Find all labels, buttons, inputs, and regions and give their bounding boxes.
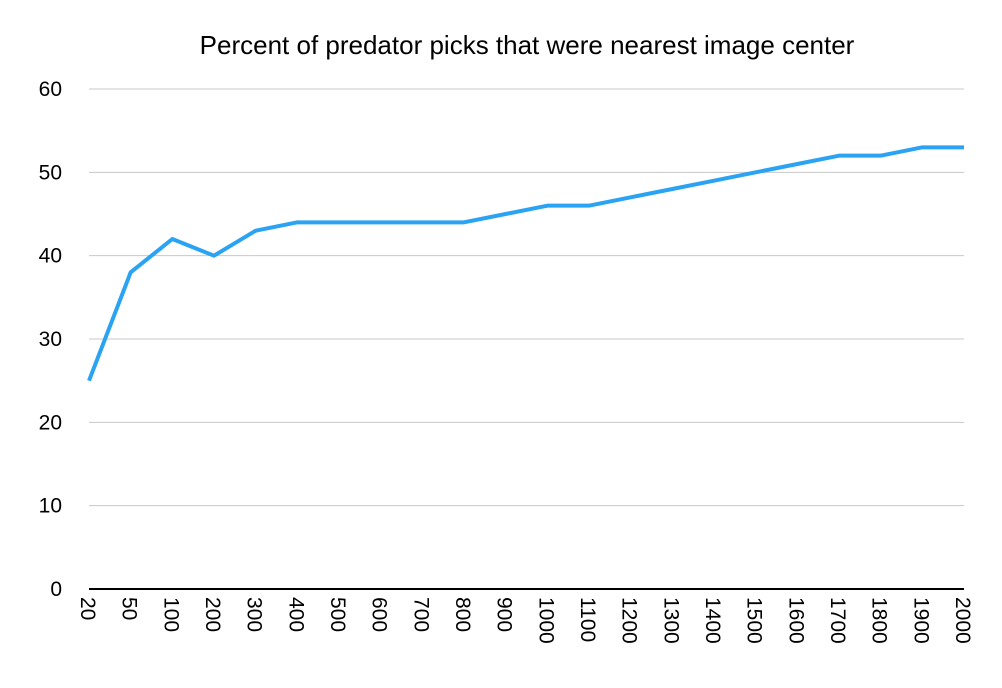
x-tick-label: 700 xyxy=(409,597,432,632)
x-tick-label: 50 xyxy=(118,597,141,620)
x-tick-label: 2000 xyxy=(951,597,974,644)
x-tick-label: 1500 xyxy=(743,597,766,644)
series-line xyxy=(87,145,964,382)
chart-title: Percent of predator picks that were near… xyxy=(200,30,855,60)
y-tick-label: 0 xyxy=(50,578,62,601)
x-tick-label: 200 xyxy=(201,597,224,632)
x-tick-label: 900 xyxy=(493,597,516,632)
x-tick-label: 100 xyxy=(159,597,182,632)
x-tick-label: 1700 xyxy=(826,597,849,644)
y-tick-label: 40 xyxy=(39,245,62,268)
x-axis-ticks: 20 50 100 200 300 400 500 600 700 800 900 1000 1100 1… xyxy=(76,597,974,644)
y-tick-label: 50 xyxy=(39,161,62,184)
x-tick-label: 1400 xyxy=(701,597,724,644)
series-layer xyxy=(87,145,964,382)
x-tick-label: 400 xyxy=(284,597,307,632)
gridlines xyxy=(89,88,964,507)
x-tick-label: 20 xyxy=(76,597,99,620)
x-tick-label: 1200 xyxy=(618,597,641,644)
y-tick-label: 10 xyxy=(39,495,62,518)
y-tick-label: 60 xyxy=(39,78,62,101)
y-axis-ticks: 0 10 20 30 40 50 60 xyxy=(39,78,62,601)
x-tick-label: 1300 xyxy=(659,597,682,644)
x-tick-label: 500 xyxy=(326,597,349,632)
x-tick-label: 1900 xyxy=(909,597,932,644)
y-tick-label: 20 xyxy=(39,411,62,434)
x-tick-label: 1600 xyxy=(784,597,807,644)
x-tick-label: 1800 xyxy=(868,597,891,644)
x-tick-label: 600 xyxy=(368,597,391,632)
y-tick-label: 30 xyxy=(39,328,62,351)
x-tick-label: 1100 xyxy=(576,597,599,642)
x-tick-label: 1000 xyxy=(534,597,557,644)
x-tick-label: 800 xyxy=(451,597,474,632)
x-tick-label: 300 xyxy=(243,597,266,632)
